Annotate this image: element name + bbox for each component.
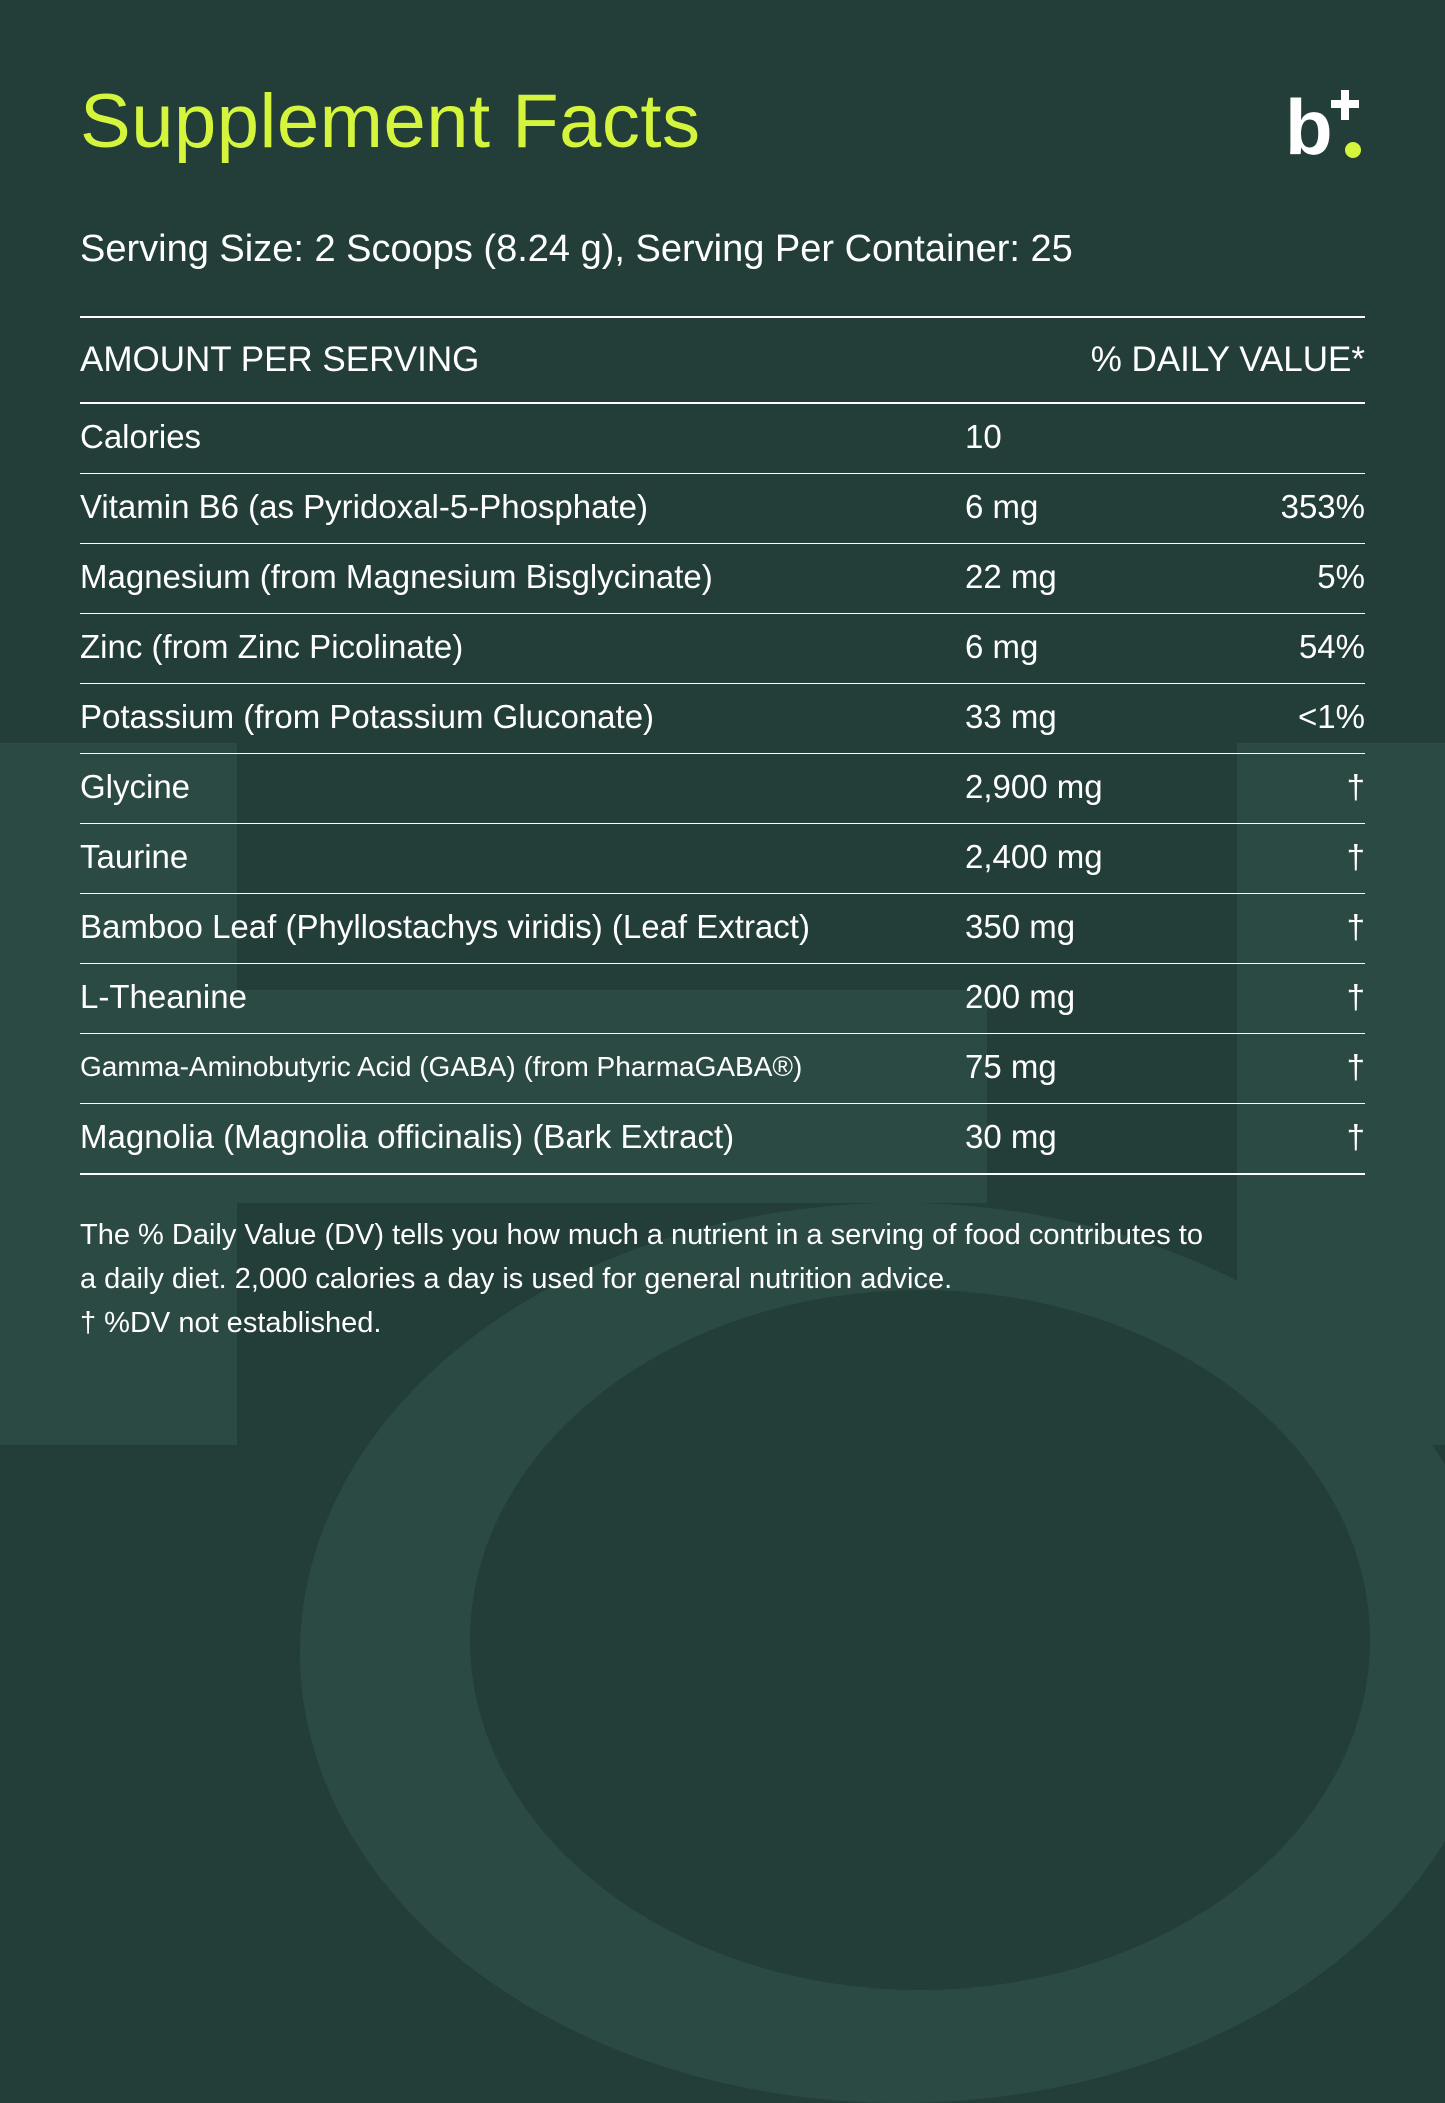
table-row: Taurine 2,400 mg † bbox=[80, 824, 1365, 894]
nutrient-daily-value: † bbox=[1346, 838, 1365, 875]
table-row: Calories 10 bbox=[80, 404, 1365, 474]
nutrient-name: Magnesium (from Magnesium Bisglycinate) bbox=[80, 558, 713, 595]
nutrient-daily-value: 353% bbox=[1280, 488, 1365, 525]
header-daily-value: % DAILY VALUE* bbox=[1090, 340, 1365, 379]
table-row: Zinc (from Zinc Picolinate) 6 mg 54% bbox=[80, 614, 1365, 684]
nutrient-name: Bamboo Leaf (Phyllostachys viridis) (Lea… bbox=[80, 908, 810, 945]
nutrient-name: Zinc (from Zinc Picolinate) bbox=[80, 628, 464, 665]
table-row: Bamboo Leaf (Phyllostachys viridis) (Lea… bbox=[80, 894, 1365, 964]
nutrient-amount: 6 mg bbox=[965, 628, 1039, 665]
footnote-line: † %DV not established. bbox=[80, 1307, 382, 1339]
nutrient-name: Taurine bbox=[80, 838, 189, 875]
nutrient-name: Glycine bbox=[80, 768, 191, 805]
nutrient-name: Magnolia (Magnolia officinalis) (Bark Ex… bbox=[80, 1118, 735, 1155]
nutrient-amount: 30 mg bbox=[965, 1118, 1057, 1155]
nutrient-amount: 2,400 mg bbox=[965, 838, 1103, 875]
table-row: Vitamin B6 (as Pyridoxal-5-Phosphate) 6 … bbox=[80, 474, 1365, 544]
table-row: Gamma-Aminobutyric Acid (GABA) (from Pha… bbox=[80, 1034, 1365, 1104]
nutrient-amount: 6 mg bbox=[965, 488, 1039, 525]
nutrient-name: Potassium (from Potassium Gluconate) bbox=[80, 698, 655, 735]
table-row: Potassium (from Potassium Gluconate) 33 … bbox=[80, 684, 1365, 754]
nutrient-amount: 200 mg bbox=[965, 978, 1076, 1015]
brand-logo-icon: b bbox=[1285, 86, 1361, 166]
nutrient-daily-value: † bbox=[1346, 1118, 1365, 1155]
nutrient-name: L-Theanine bbox=[80, 978, 247, 1015]
nutrient-amount: 350 mg bbox=[965, 908, 1076, 945]
footnote-line: The % Daily Value (DV) tells you how muc… bbox=[80, 1219, 1203, 1251]
nutrient-amount: 10 bbox=[965, 418, 1002, 455]
table-row: Magnolia (Magnolia officinalis) (Bark Ex… bbox=[80, 1104, 1365, 1173]
nutrient-amount: 22 mg bbox=[965, 558, 1057, 595]
nutrient-amount: 75 mg bbox=[965, 1048, 1057, 1085]
table-header: AMOUNT PER SERVING % DAILY VALUE* bbox=[80, 318, 1365, 404]
facts-table: AMOUNT PER SERVING % DAILY VALUE* Calori… bbox=[80, 316, 1365, 1175]
nutrient-name: Calories bbox=[80, 418, 202, 455]
table-row: Glycine 2,900 mg † bbox=[80, 754, 1365, 824]
serving-size: Serving Size: 2 Scoops (8.24 g), Serving… bbox=[80, 228, 1073, 270]
table-row: Magnesium (from Magnesium Bisglycinate) … bbox=[80, 544, 1365, 614]
logo-letter: b bbox=[1285, 86, 1333, 166]
nutrient-daily-value: † bbox=[1346, 1048, 1365, 1085]
nutrient-daily-value: 5% bbox=[1317, 558, 1365, 595]
page-title: Supplement Facts bbox=[80, 79, 701, 164]
nutrient-daily-value: † bbox=[1346, 768, 1365, 805]
nutrient-daily-value: † bbox=[1346, 908, 1365, 945]
supplement-facts-panel: Supplement Facts b Serving Size: 2 Scoop… bbox=[80, 0, 1365, 1445]
footnote-line: a daily diet. 2,000 calories a day is us… bbox=[80, 1263, 953, 1295]
nutrient-daily-value: † bbox=[1346, 978, 1365, 1015]
footnote: The % Daily Value (DV) tells you how muc… bbox=[80, 1213, 1365, 1345]
nutrient-amount: 2,900 mg bbox=[965, 768, 1103, 805]
nutrient-daily-value: 54% bbox=[1298, 628, 1365, 665]
table-row: L-Theanine 200 mg † bbox=[80, 964, 1365, 1034]
nutrient-name: Vitamin B6 (as Pyridoxal-5-Phosphate) bbox=[80, 488, 648, 525]
nutrient-daily-value: <1% bbox=[1298, 698, 1365, 735]
header-amount-per-serving: AMOUNT PER SERVING bbox=[80, 340, 480, 379]
nutrient-amount: 33 mg bbox=[965, 698, 1057, 735]
nutrient-name: Gamma-Aminobutyric Acid (GABA) (from Pha… bbox=[80, 1051, 803, 1082]
